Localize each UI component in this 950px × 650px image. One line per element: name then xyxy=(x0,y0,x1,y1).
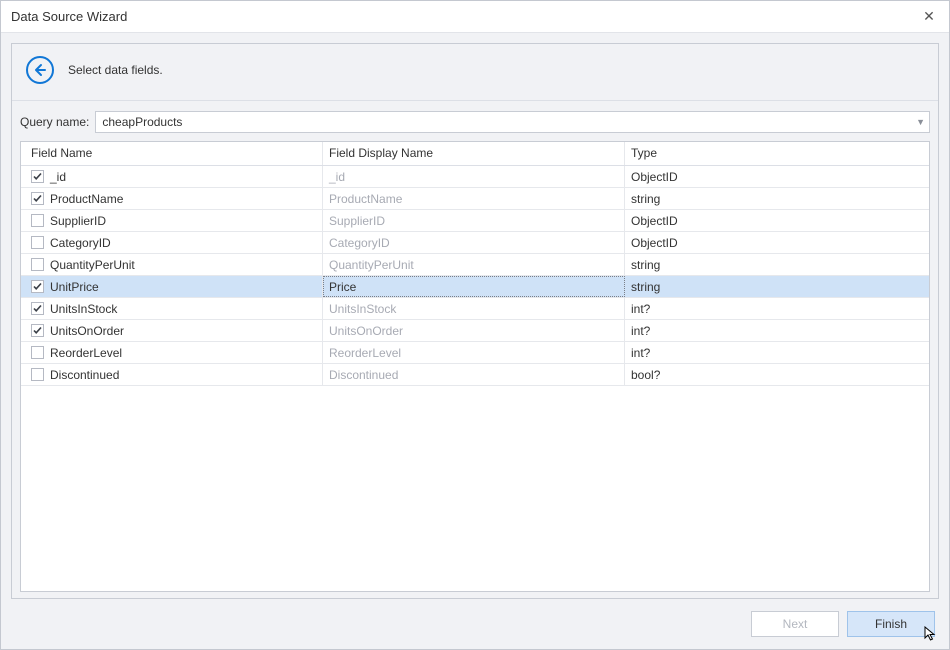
cursor-icon xyxy=(924,626,940,642)
footer: Next Finish xyxy=(1,599,949,649)
field-name-text: _id xyxy=(50,170,66,184)
cell-type: int? xyxy=(625,342,929,363)
table-row[interactable]: QuantityPerUnitQuantityPerUnitstring xyxy=(21,254,929,276)
finish-label: Finish xyxy=(875,617,907,631)
query-name-value: cheapProducts xyxy=(102,115,182,129)
cell-field-name: UnitPrice xyxy=(21,276,323,297)
cell-display-name[interactable]: UnitsInStock xyxy=(323,298,625,319)
table-row[interactable]: UnitsOnOrderUnitsOnOrderint? xyxy=(21,320,929,342)
cell-field-name: ReorderLevel xyxy=(21,342,323,363)
query-name-select[interactable]: cheapProducts ▼ xyxy=(95,111,930,133)
checkbox[interactable] xyxy=(31,302,44,315)
field-name-text: ProductName xyxy=(50,192,123,206)
wizard-header: Select data fields. xyxy=(12,44,938,101)
col-type[interactable]: Type xyxy=(625,142,929,165)
col-display-name[interactable]: Field Display Name xyxy=(323,142,625,165)
cell-type: ObjectID xyxy=(625,166,929,187)
cell-display-name[interactable]: UnitsOnOrder xyxy=(323,320,625,341)
cell-field-name: UnitsOnOrder xyxy=(21,320,323,341)
cell-field-name: _id xyxy=(21,166,323,187)
cell-type: int? xyxy=(625,298,929,319)
field-name-text: UnitsInStock xyxy=(50,302,117,316)
table-row[interactable]: SupplierIDSupplierIDObjectID xyxy=(21,210,929,232)
back-button[interactable] xyxy=(26,56,54,84)
cell-field-name: SupplierID xyxy=(21,210,323,231)
table-header: Field Name Field Display Name Type xyxy=(21,142,929,166)
checkbox[interactable] xyxy=(31,214,44,227)
cell-display-name[interactable]: CategoryID xyxy=(323,232,625,253)
finish-button[interactable]: Finish xyxy=(847,611,935,637)
query-name-label: Query name: xyxy=(20,115,89,129)
table-row[interactable]: UnitsInStockUnitsInStockint? xyxy=(21,298,929,320)
checkbox[interactable] xyxy=(31,324,44,337)
cell-type: string xyxy=(625,254,929,275)
cell-display-name[interactable]: QuantityPerUnit xyxy=(323,254,625,275)
field-name-text: ReorderLevel xyxy=(50,346,122,360)
content-area: Select data fields. Query name: cheapPro… xyxy=(1,33,949,599)
table-row[interactable]: CategoryIDCategoryIDObjectID xyxy=(21,232,929,254)
checkbox[interactable] xyxy=(31,346,44,359)
col-field-name[interactable]: Field Name xyxy=(21,142,323,165)
cell-type: int? xyxy=(625,320,929,341)
checkbox[interactable] xyxy=(31,280,44,293)
table-row[interactable]: DiscontinuedDiscontinuedbool? xyxy=(21,364,929,386)
query-name-row: Query name: cheapProducts ▼ xyxy=(12,101,938,141)
field-name-text: UnitsOnOrder xyxy=(50,324,124,338)
cell-type: ObjectID xyxy=(625,210,929,231)
cell-display-name[interactable]: ProductName xyxy=(323,188,625,209)
fields-table: Field Name Field Display Name Type _id _i… xyxy=(20,141,930,592)
field-name-text: QuantityPerUnit xyxy=(50,258,135,272)
cell-type: string xyxy=(625,188,929,209)
wizard-panel: Select data fields. Query name: cheapPro… xyxy=(11,43,939,599)
table-body: _id_idObjectIDProductNameProductNamestri… xyxy=(21,166,929,386)
cell-display-name[interactable]: _id xyxy=(323,166,625,187)
cell-display-name[interactable]: ReorderLevel xyxy=(323,342,625,363)
window-title: Data Source Wizard xyxy=(11,9,919,24)
arrow-left-icon xyxy=(33,63,47,77)
table-row[interactable]: ReorderLevelReorderLevelint? xyxy=(21,342,929,364)
cell-type: ObjectID xyxy=(625,232,929,253)
cell-display-name[interactable]: Price xyxy=(323,276,625,297)
cell-field-name: ProductName xyxy=(21,188,323,209)
field-name-text: Discontinued xyxy=(50,368,119,382)
cell-display-name[interactable]: SupplierID xyxy=(323,210,625,231)
close-icon[interactable]: ✕ xyxy=(919,8,939,25)
cell-field-name: QuantityPerUnit xyxy=(21,254,323,275)
cell-field-name: Discontinued xyxy=(21,364,323,385)
checkbox[interactable] xyxy=(31,368,44,381)
checkbox[interactable] xyxy=(31,236,44,249)
field-name-text: UnitPrice xyxy=(50,280,99,294)
instruction-text: Select data fields. xyxy=(68,63,163,77)
window: Data Source Wizard ✕ Select data fields.… xyxy=(0,0,950,650)
cell-display-name[interactable]: Discontinued xyxy=(323,364,625,385)
cell-field-name: CategoryID xyxy=(21,232,323,253)
checkbox[interactable] xyxy=(31,258,44,271)
cell-type: string xyxy=(625,276,929,297)
table-row[interactable]: _id_idObjectID xyxy=(21,166,929,188)
cell-field-name: UnitsInStock xyxy=(21,298,323,319)
field-name-text: CategoryID xyxy=(50,236,111,250)
table-row[interactable]: UnitPrice Pricestring xyxy=(21,276,929,298)
checkbox[interactable] xyxy=(31,192,44,205)
field-name-text: SupplierID xyxy=(50,214,106,228)
table-row[interactable]: ProductNameProductNamestring xyxy=(21,188,929,210)
chevron-down-icon: ▼ xyxy=(916,117,925,127)
next-button: Next xyxy=(751,611,839,637)
checkbox[interactable] xyxy=(31,170,44,183)
cell-type: bool? xyxy=(625,364,929,385)
titlebar: Data Source Wizard ✕ xyxy=(1,1,949,33)
